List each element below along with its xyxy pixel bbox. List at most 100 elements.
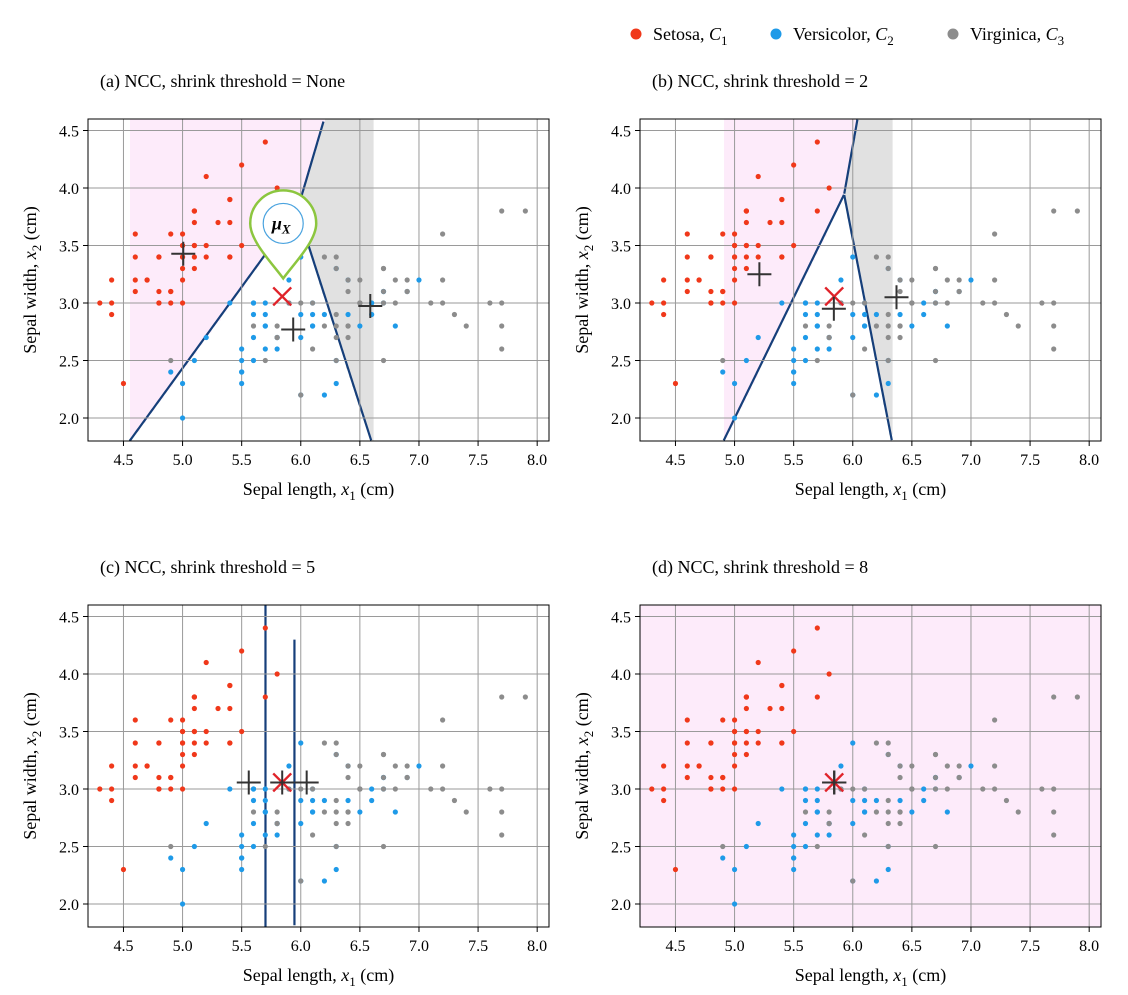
point-versicolor xyxy=(921,786,927,792)
point-setosa xyxy=(743,705,749,712)
point-virginica xyxy=(885,323,891,329)
point-virginica xyxy=(274,334,280,341)
point-versicolor xyxy=(179,415,186,421)
point-versicolor xyxy=(791,866,797,873)
point-virginica xyxy=(380,357,387,364)
boundary-line xyxy=(843,194,893,441)
point-versicolor xyxy=(345,797,351,804)
decision-regions xyxy=(128,119,374,441)
point-virginica xyxy=(499,346,505,352)
point-virginica xyxy=(826,323,832,329)
point-setosa xyxy=(720,300,726,306)
point-virginica xyxy=(1051,346,1057,352)
point-setosa xyxy=(203,728,209,735)
point-versicolor xyxy=(861,323,868,329)
centroid-marker-3 xyxy=(294,770,319,795)
point-setosa xyxy=(239,648,245,654)
point-setosa xyxy=(132,254,138,260)
x-tick-label: 8.0 xyxy=(1079,452,1099,469)
point-versicolor xyxy=(826,832,832,838)
point-virginica xyxy=(885,820,891,827)
point-versicolor xyxy=(743,357,749,364)
point-setosa xyxy=(743,728,749,735)
point-setosa xyxy=(132,774,138,781)
point-virginica xyxy=(885,311,891,318)
panel-b: 4.5 5.0 5.5 6.0 6.5 7.0 7.5 8.0 2.0 2.5 3.0 3.5 4.0 4… xyxy=(572,71,1102,503)
point-setosa xyxy=(731,717,738,723)
point-setosa xyxy=(120,380,127,387)
overall-mean-marker xyxy=(272,286,293,307)
point-virginica xyxy=(992,786,998,792)
point-setosa xyxy=(156,786,162,792)
point-virginica xyxy=(802,323,809,329)
point-setosa xyxy=(743,694,749,700)
y-tick-label: 4.5 xyxy=(59,610,79,627)
point-setosa xyxy=(661,786,667,792)
point-virginica xyxy=(873,323,880,329)
point-virginica xyxy=(1074,208,1080,214)
point-setosa xyxy=(191,728,197,735)
point-versicolor xyxy=(814,832,820,838)
point-setosa xyxy=(144,277,150,283)
point-versicolor xyxy=(321,392,328,398)
point-setosa xyxy=(191,219,197,226)
point-versicolor xyxy=(250,357,257,364)
point-setosa xyxy=(755,659,761,666)
point-virginica xyxy=(992,300,998,306)
point-virginica xyxy=(499,208,505,214)
point-virginica xyxy=(333,820,339,827)
point-versicolor xyxy=(791,843,797,850)
decision-boundaries xyxy=(264,605,296,927)
point-virginica xyxy=(992,277,998,283)
point-virginica xyxy=(463,323,469,329)
point-versicolor xyxy=(321,878,328,884)
point-virginica xyxy=(992,763,998,769)
x-tick-label: 5.0 xyxy=(725,452,745,469)
mu-x-label: μX xyxy=(271,213,291,236)
point-versicolor xyxy=(791,380,797,387)
point-setosa xyxy=(227,682,233,689)
y-tick-label: 2.0 xyxy=(59,411,79,428)
point-setosa xyxy=(731,242,738,249)
point-setosa xyxy=(262,625,268,631)
point-setosa xyxy=(262,139,268,145)
x-tick-label: 6.0 xyxy=(291,452,311,469)
point-versicolor xyxy=(897,797,903,804)
point-setosa xyxy=(179,751,186,758)
point-setosa xyxy=(731,751,738,758)
point-versicolor xyxy=(791,357,797,364)
point-versicolor xyxy=(731,415,738,421)
x-axis-label: Sepal length, x1 (cm) xyxy=(243,479,394,503)
y-tick-label: 4.0 xyxy=(611,667,631,684)
point-virginica xyxy=(885,254,891,260)
point-versicolor xyxy=(286,277,292,283)
grid xyxy=(640,605,1101,927)
point-versicolor xyxy=(239,380,245,387)
y-tick-label: 2.5 xyxy=(611,840,631,857)
point-virginica xyxy=(250,809,257,815)
point-versicolor xyxy=(274,832,280,838)
point-versicolor xyxy=(239,369,245,375)
point-versicolor xyxy=(239,843,245,850)
point-versicolor xyxy=(179,901,186,907)
point-versicolor xyxy=(731,866,738,873)
point-versicolor xyxy=(873,878,880,884)
point-virginica xyxy=(309,786,316,792)
panel-a: 4.5 5.0 5.5 6.0 6.5 7.0 7.5 8.0 2.0 2.5 3.0 3.5 4.0 4… xyxy=(20,71,550,503)
decision-regions xyxy=(640,605,1101,927)
point-virginica xyxy=(932,843,939,850)
point-setosa xyxy=(755,728,761,735)
point-virginica xyxy=(861,346,868,352)
point-virginica xyxy=(321,323,328,329)
point-setosa xyxy=(814,694,820,700)
point-versicolor xyxy=(885,380,891,387)
legend-marker-2 xyxy=(770,28,782,40)
point-versicolor xyxy=(826,346,832,352)
point-virginica xyxy=(499,323,505,329)
point-setosa xyxy=(203,740,209,746)
y-tick-label: 2.0 xyxy=(59,897,79,914)
centroid-marker-2 xyxy=(270,770,295,795)
point-versicolor xyxy=(802,786,809,792)
point-setosa xyxy=(779,740,785,746)
